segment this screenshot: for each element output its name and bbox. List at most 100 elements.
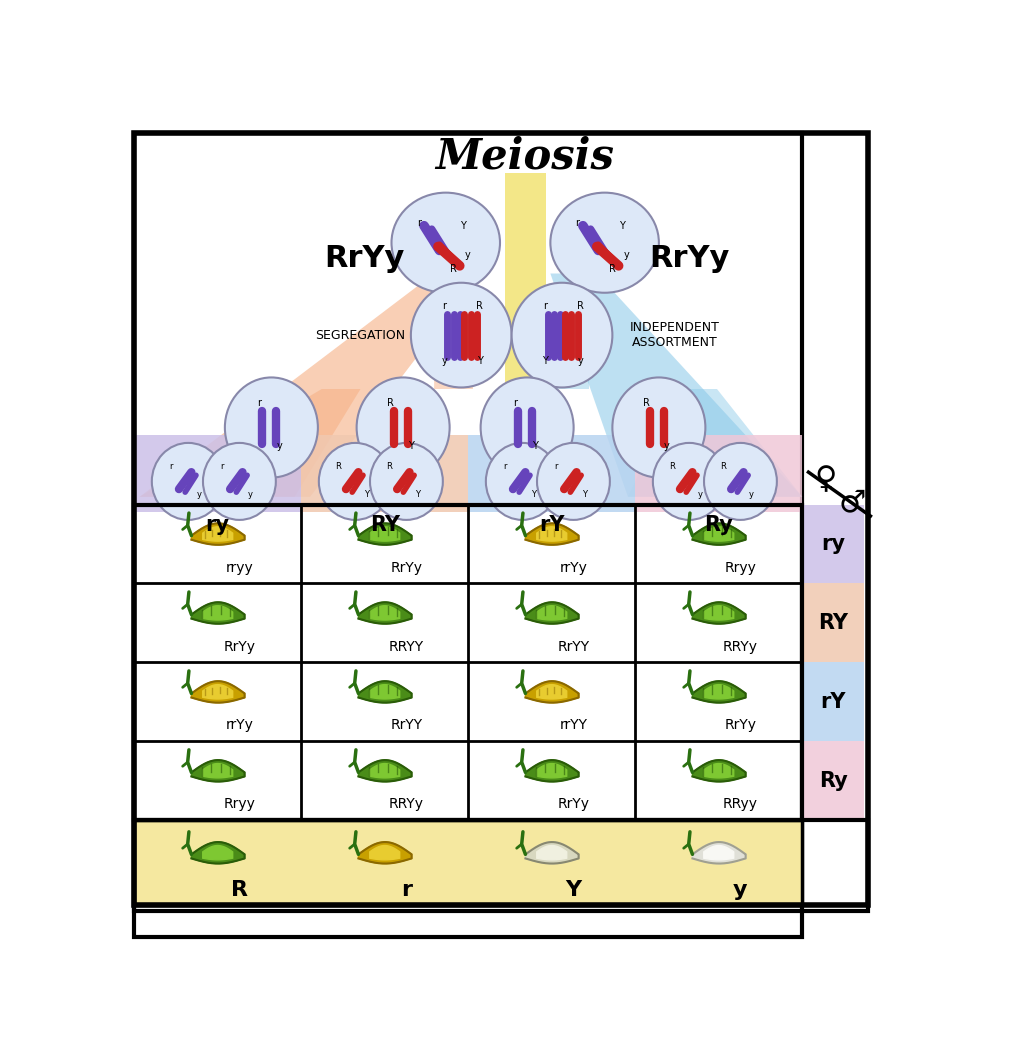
Polygon shape: [525, 682, 579, 703]
Polygon shape: [139, 389, 360, 497]
Polygon shape: [370, 527, 399, 542]
Text: y: y: [465, 250, 470, 260]
Text: R: R: [609, 264, 615, 273]
Text: r: r: [504, 462, 507, 471]
Text: R: R: [451, 264, 457, 273]
Polygon shape: [203, 763, 232, 778]
Polygon shape: [525, 760, 579, 781]
Polygon shape: [550, 273, 802, 497]
Polygon shape: [203, 846, 232, 860]
Polygon shape: [191, 842, 245, 864]
Ellipse shape: [391, 193, 500, 293]
Polygon shape: [525, 524, 579, 545]
Text: y: y: [248, 490, 253, 499]
Bar: [635, 436, 802, 512]
Text: rrYy: rrYy: [225, 719, 253, 732]
Polygon shape: [358, 682, 412, 703]
Polygon shape: [537, 605, 566, 620]
Text: y: y: [749, 490, 754, 499]
Polygon shape: [703, 846, 734, 860]
Text: y: y: [664, 441, 670, 452]
Text: RRYy: RRYy: [389, 797, 424, 811]
Text: RY: RY: [370, 514, 399, 534]
Text: r: r: [401, 880, 412, 900]
Polygon shape: [692, 760, 745, 781]
Polygon shape: [434, 312, 477, 389]
Text: ry: ry: [821, 534, 845, 554]
Ellipse shape: [653, 443, 726, 519]
Text: y: y: [733, 880, 748, 900]
Text: RrYy: RrYy: [390, 561, 423, 575]
Bar: [468, 436, 635, 512]
Ellipse shape: [550, 193, 658, 293]
Ellipse shape: [705, 443, 777, 519]
Text: ry: ry: [206, 514, 229, 534]
Text: Y: Y: [565, 880, 582, 900]
Text: Y: Y: [582, 490, 587, 499]
Text: r: r: [575, 217, 580, 228]
Text: RRYY: RRYY: [389, 639, 424, 654]
Polygon shape: [191, 682, 245, 703]
Text: y: y: [697, 490, 702, 499]
Polygon shape: [191, 760, 245, 781]
Polygon shape: [370, 846, 399, 860]
Text: RrYy: RrYy: [223, 639, 255, 654]
Ellipse shape: [203, 443, 275, 519]
Polygon shape: [370, 605, 399, 620]
Text: r: r: [442, 301, 446, 311]
Text: RrYy: RrYy: [724, 719, 757, 732]
Bar: [506, 174, 546, 505]
Text: Y: Y: [460, 220, 466, 231]
Text: r: r: [417, 217, 421, 228]
Polygon shape: [358, 602, 412, 623]
Text: rrYy: rrYy: [559, 561, 588, 575]
Polygon shape: [191, 602, 245, 623]
Text: r: r: [220, 462, 224, 471]
Polygon shape: [358, 524, 412, 545]
Text: rrYY: rrYY: [559, 719, 588, 732]
Polygon shape: [525, 842, 579, 864]
Polygon shape: [537, 763, 566, 778]
Text: RrYy: RrYy: [557, 797, 590, 811]
Bar: [802, 741, 864, 820]
Bar: [134, 134, 802, 937]
Bar: [134, 436, 301, 512]
Text: Rryy: Rryy: [725, 561, 757, 575]
Text: R: R: [386, 462, 392, 471]
Polygon shape: [550, 312, 589, 389]
Text: Meiosis: Meiosis: [435, 136, 614, 177]
Text: R: R: [387, 398, 394, 408]
Text: Rryy: Rryy: [223, 797, 255, 811]
Polygon shape: [370, 685, 399, 699]
Text: RrYY: RrYY: [390, 719, 423, 732]
Text: Y: Y: [530, 490, 536, 499]
Ellipse shape: [318, 443, 392, 519]
Polygon shape: [628, 389, 802, 497]
Polygon shape: [370, 763, 399, 778]
Text: R: R: [721, 462, 726, 471]
Text: r: r: [513, 398, 517, 408]
Polygon shape: [703, 605, 734, 620]
Polygon shape: [203, 685, 232, 699]
Polygon shape: [191, 524, 245, 545]
Polygon shape: [203, 527, 232, 542]
Text: Y: Y: [364, 490, 369, 499]
Polygon shape: [703, 763, 734, 778]
Text: INDEPENDENT
ASSORTMENT: INDEPENDENT ASSORTMENT: [630, 321, 719, 349]
Text: r: r: [169, 462, 173, 471]
Text: Y: Y: [618, 220, 625, 231]
Text: Y: Y: [542, 356, 548, 367]
Ellipse shape: [612, 377, 706, 478]
Ellipse shape: [356, 377, 450, 478]
Ellipse shape: [512, 283, 612, 388]
Text: R: R: [643, 398, 650, 408]
Text: SEGREGATION: SEGREGATION: [315, 329, 406, 341]
Text: Y: Y: [415, 490, 420, 499]
Text: R: R: [335, 462, 341, 471]
Text: RRyy: RRyy: [723, 797, 758, 811]
Ellipse shape: [152, 443, 224, 519]
Ellipse shape: [537, 443, 610, 519]
Polygon shape: [139, 273, 480, 497]
Text: RrYy: RrYy: [325, 244, 404, 272]
Text: RRYy: RRYy: [723, 639, 758, 654]
